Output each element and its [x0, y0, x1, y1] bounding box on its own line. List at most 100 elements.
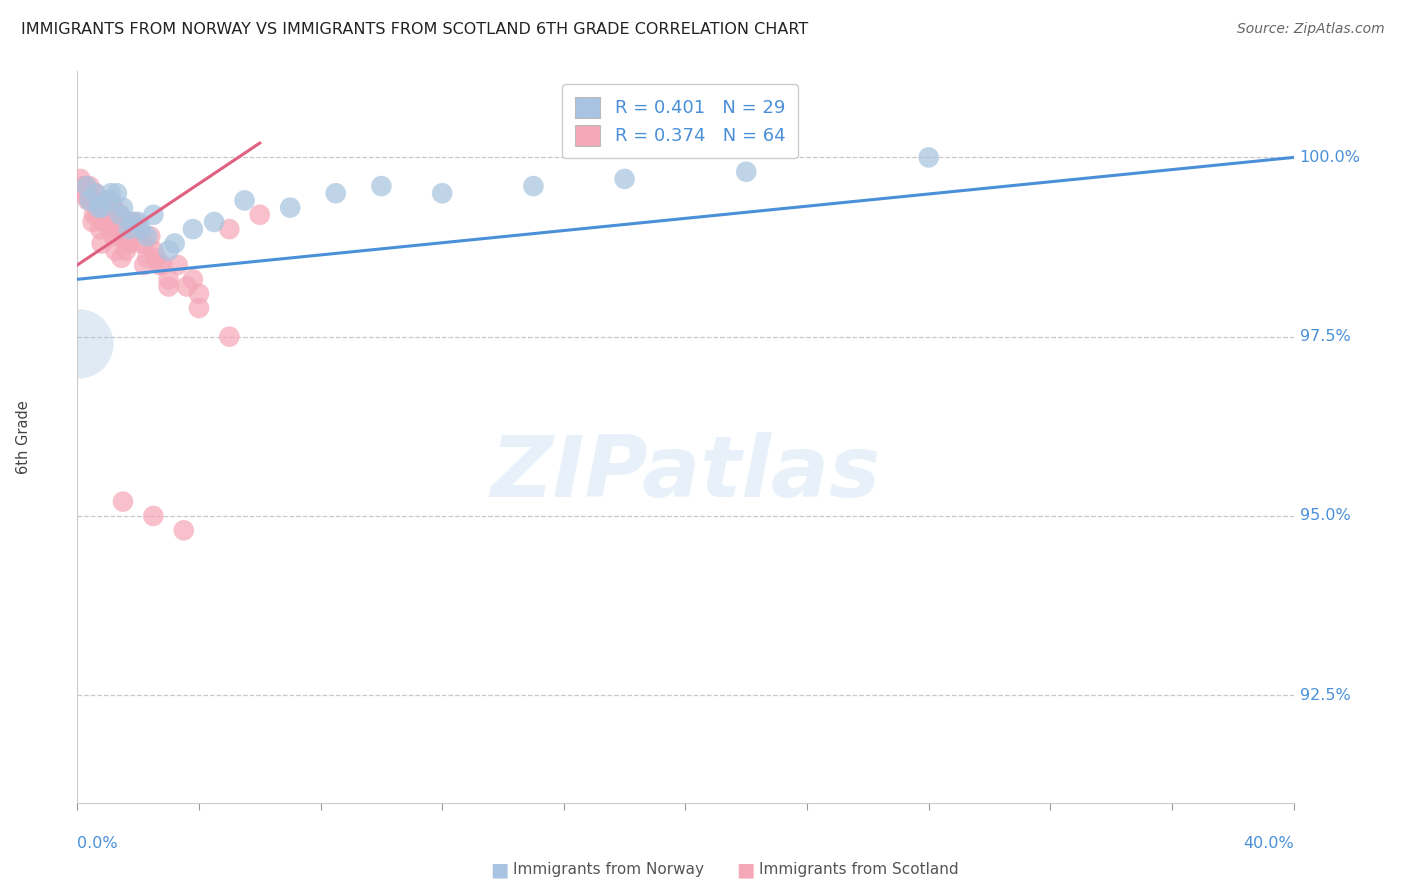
Text: 92.5%: 92.5%: [1299, 688, 1350, 703]
Point: [121, 222, 143, 236]
Point: [118, 236, 141, 251]
Point: [136, 229, 159, 244]
Point: [120, 215, 142, 229]
Point: [93, 201, 115, 215]
Text: IMMIGRANTS FROM NORWAY VS IMMIGRANTS FROM SCOTLAND 6TH GRADE CORRELATION CHART: IMMIGRANTS FROM NORWAY VS IMMIGRANTS FRO…: [21, 22, 808, 37]
Legend: R = 0.401   N = 29, R = 0.374   N = 64: R = 0.401 N = 29, R = 0.374 N = 64: [562, 84, 799, 158]
Point: [202, 215, 225, 229]
Point: [127, 222, 149, 236]
Point: [115, 215, 138, 229]
Point: [114, 229, 136, 244]
Point: [75, 179, 97, 194]
Point: [134, 258, 156, 272]
Point: [613, 172, 636, 186]
Point: [82, 215, 104, 229]
Point: [72, 179, 94, 194]
Point: [73, 179, 96, 194]
Point: [124, 215, 146, 229]
Point: [105, 222, 128, 236]
Point: [233, 194, 256, 208]
Point: [127, 215, 149, 229]
Text: 97.5%: 97.5%: [1299, 329, 1350, 344]
Point: [188, 286, 211, 301]
Point: [142, 508, 165, 523]
Text: ■: ■: [489, 860, 509, 880]
Point: [91, 215, 114, 229]
Point: [117, 236, 139, 251]
Point: [176, 279, 198, 293]
Point: [108, 208, 131, 222]
Text: ■: ■: [735, 860, 755, 880]
Point: [188, 301, 211, 315]
Point: [100, 186, 122, 201]
Point: [111, 229, 134, 244]
Point: [84, 186, 107, 201]
Point: [181, 222, 204, 236]
Point: [430, 186, 453, 201]
Point: [80, 194, 103, 208]
Text: 40.0%: 40.0%: [1243, 836, 1294, 851]
Point: [90, 236, 112, 251]
Point: [103, 229, 125, 244]
Point: [86, 208, 108, 222]
Point: [139, 229, 162, 244]
Point: [79, 194, 101, 208]
Point: [69, 172, 91, 186]
Point: [111, 494, 134, 508]
Point: [157, 272, 180, 286]
Point: [166, 258, 188, 272]
Point: [121, 215, 143, 229]
Point: [90, 208, 112, 222]
Point: [735, 165, 758, 179]
Point: [118, 222, 141, 236]
Point: [278, 201, 301, 215]
Point: [98, 222, 121, 236]
Point: [96, 201, 118, 215]
Point: [107, 222, 129, 236]
Text: Immigrants from Scotland: Immigrants from Scotland: [759, 863, 959, 877]
Point: [87, 201, 110, 215]
Point: [325, 186, 347, 201]
Point: [77, 194, 100, 208]
Point: [105, 186, 128, 201]
Point: [115, 244, 138, 258]
Point: [110, 251, 132, 265]
Point: [108, 208, 131, 222]
Point: [249, 208, 271, 222]
Point: [129, 222, 152, 236]
Point: [181, 272, 204, 286]
Text: 100.0%: 100.0%: [1299, 150, 1361, 165]
Point: [142, 208, 165, 222]
Point: [101, 201, 124, 215]
Point: [67, 336, 90, 351]
Point: [370, 179, 392, 194]
Point: [157, 279, 180, 293]
Point: [173, 524, 195, 538]
Text: ZIPatlas: ZIPatlas: [491, 432, 880, 516]
Point: [79, 179, 101, 194]
Point: [87, 201, 110, 215]
Point: [70, 186, 93, 201]
Point: [152, 258, 174, 272]
Point: [100, 194, 122, 208]
Text: 0.0%: 0.0%: [77, 836, 118, 851]
Point: [157, 244, 180, 258]
Point: [136, 251, 159, 265]
Point: [918, 150, 941, 164]
Point: [148, 258, 170, 272]
Point: [97, 194, 120, 208]
Point: [103, 201, 125, 215]
Point: [83, 208, 105, 222]
Point: [142, 244, 165, 258]
Point: [84, 186, 107, 201]
Point: [75, 186, 97, 201]
Point: [122, 222, 145, 236]
Text: 95.0%: 95.0%: [1299, 508, 1350, 524]
Text: Source: ZipAtlas.com: Source: ZipAtlas.com: [1237, 22, 1385, 37]
Point: [218, 222, 240, 236]
Point: [90, 201, 112, 215]
Text: Immigrants from Norway: Immigrants from Norway: [513, 863, 704, 877]
Point: [163, 236, 186, 251]
Point: [129, 236, 152, 251]
Point: [218, 329, 240, 343]
